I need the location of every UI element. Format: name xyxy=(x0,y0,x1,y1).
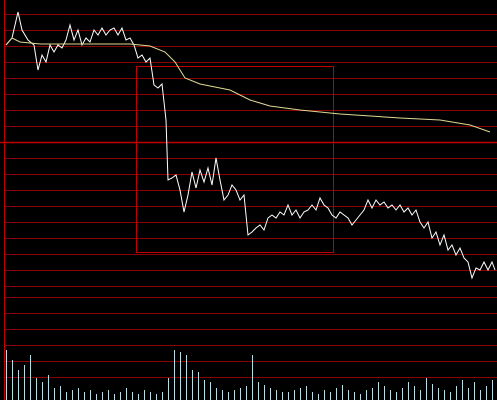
selection-box xyxy=(136,66,334,253)
price-line xyxy=(5,11,496,280)
price-line xyxy=(5,37,491,133)
